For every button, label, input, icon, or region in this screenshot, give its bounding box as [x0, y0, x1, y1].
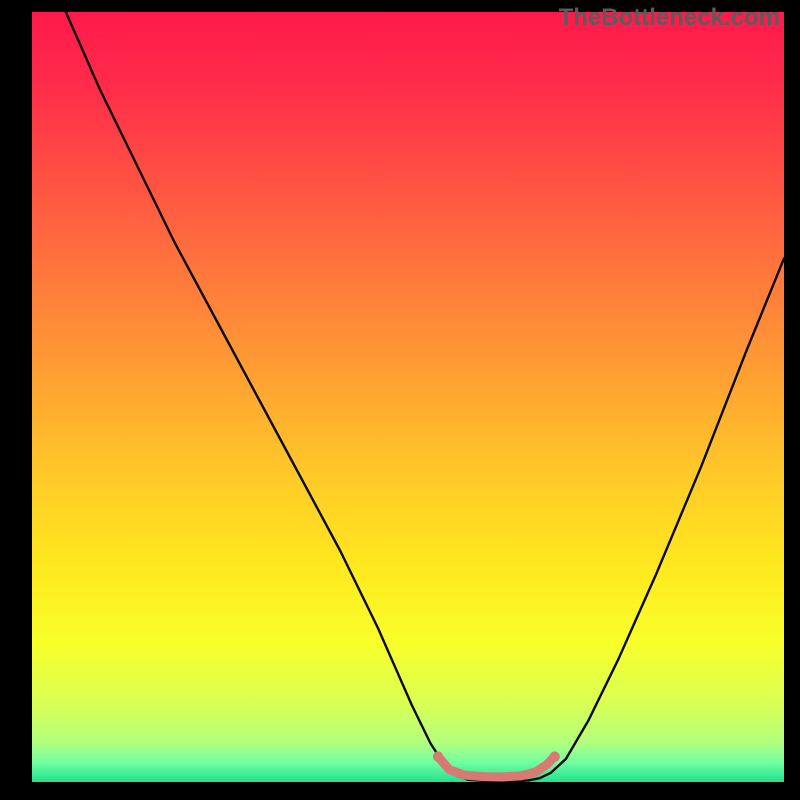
trough-highlight [438, 757, 555, 777]
bottleneck-curve [66, 12, 784, 781]
curve-layer [32, 12, 784, 782]
chart-container: TheBottleneck.com [0, 0, 800, 800]
trough-dot-left [433, 751, 443, 761]
watermark-text: TheBottleneck.com [559, 4, 780, 32]
plot-area [32, 12, 784, 782]
trough-dot-right [549, 751, 559, 761]
